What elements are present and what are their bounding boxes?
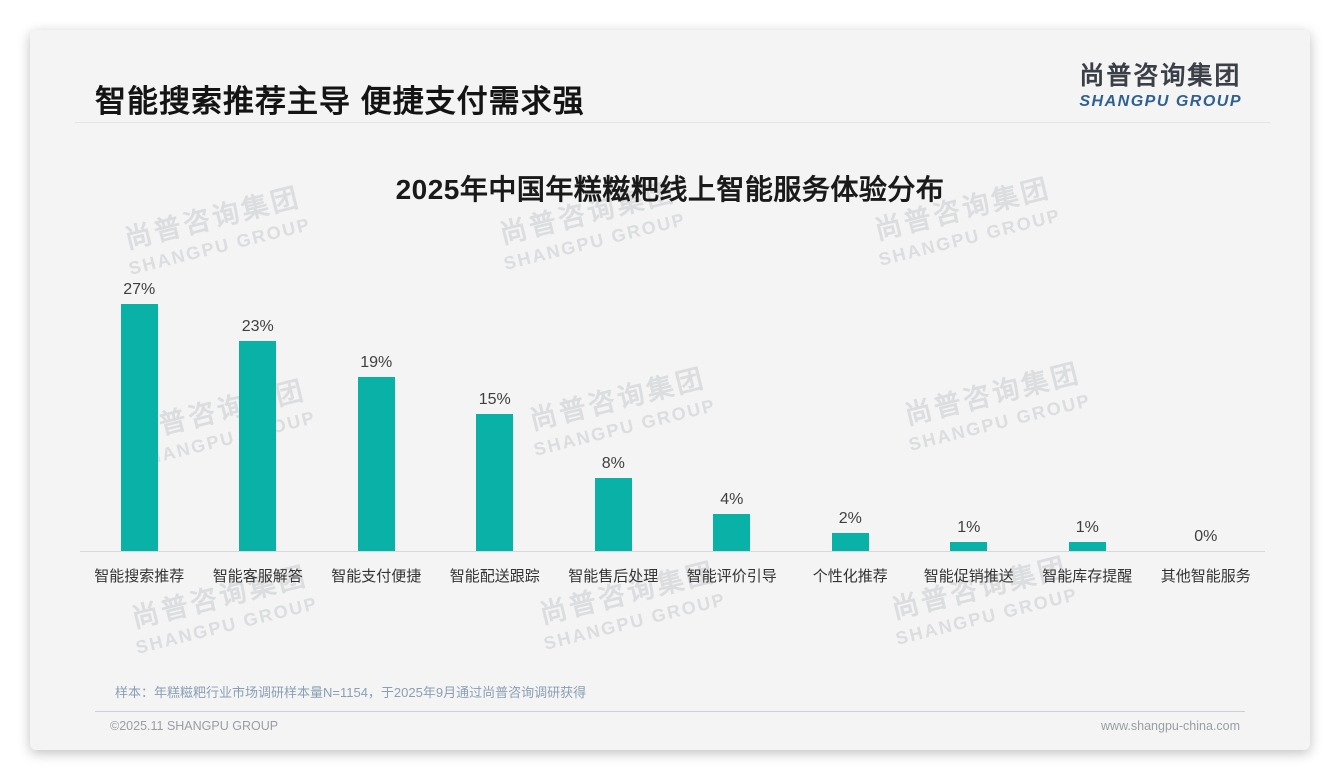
bar-column: 1% bbox=[1028, 519, 1147, 551]
watermark: 尚普咨询集团 SHANGPU GROUP bbox=[884, 544, 1080, 649]
bar-column: 19% bbox=[317, 354, 436, 551]
page-title: 智能搜索推荐主导 便捷支付需求强 bbox=[95, 84, 585, 119]
bar-value-label: 23% bbox=[241, 318, 274, 335]
bar-value-label: 4% bbox=[720, 491, 744, 508]
category-label: 智能评价引导 bbox=[686, 568, 777, 585]
watermark-english-text: SHANGPU GROUP bbox=[893, 584, 1080, 649]
category-label: 智能配送跟踪 bbox=[449, 568, 540, 585]
category-label: 智能库存提醒 bbox=[1042, 568, 1133, 585]
category-label: 智能客服解答 bbox=[212, 568, 303, 585]
category-label: 智能支付便捷 bbox=[331, 568, 422, 585]
bar-chart-category-axis: 智能搜索推荐 智能客服解答 智能支付便捷 智能配送跟踪 智能售后处理 智能评价引导 个性化推… bbox=[80, 565, 1265, 586]
category-label: 个性化推荐 bbox=[812, 568, 888, 585]
bar-column: 23% bbox=[199, 318, 318, 551]
bar bbox=[1068, 542, 1106, 551]
header-divider bbox=[75, 122, 1270, 123]
bar bbox=[831, 533, 869, 551]
bar bbox=[357, 377, 395, 551]
bar bbox=[950, 542, 988, 551]
bar-column: 1% bbox=[910, 519, 1029, 551]
bar bbox=[476, 414, 514, 551]
bar-value-label: 8% bbox=[601, 455, 625, 472]
watermark-english-text: SHANGPU GROUP bbox=[133, 593, 320, 658]
bar-column: 15% bbox=[436, 391, 555, 551]
bar-value-label: 1% bbox=[1075, 519, 1099, 536]
bar-column: 4% bbox=[673, 491, 792, 551]
chart-title: 2025年中国年糕糍粑线上智能服务体验分布 bbox=[395, 174, 945, 205]
sample-note: 样本：年糕糍粑行业市场调研样本量N=1154，于2025年9月通过尚普咨询调研获… bbox=[115, 685, 587, 700]
logo-english-text: SHANGPU GROUP bbox=[1079, 93, 1242, 110]
bar-chart-plot-area: 27% 23% 19% 15% 8% 4% 2% 1% 1% 0% bbox=[80, 257, 1265, 552]
watermark-chinese-text: 尚普咨询集团 bbox=[536, 556, 719, 630]
bar-column: 2% bbox=[791, 510, 910, 551]
bar-value-label: 0% bbox=[1194, 528, 1218, 545]
watermark-english-text: SHANGPU GROUP bbox=[541, 589, 728, 654]
bar-column: 8% bbox=[554, 455, 673, 551]
category-label: 智能促销推送 bbox=[923, 568, 1014, 585]
category-label: 智能售后处理 bbox=[568, 568, 659, 585]
bar bbox=[120, 304, 158, 551]
logo-chinese-text: 尚普咨询集团 bbox=[1079, 62, 1242, 90]
bar-value-label: 27% bbox=[123, 281, 156, 298]
footer: ©2025.11 SHANGPU GROUP www.shangpu-china… bbox=[110, 719, 1240, 733]
logo: 尚普咨询集团 SHANGPU GROUP bbox=[1079, 56, 1242, 111]
slide-card: 尚普咨询集团 SHANGPU GROUP 尚普咨询集团 SHANGPU GROUP 尚普… bbox=[30, 30, 1310, 750]
bar bbox=[594, 478, 632, 551]
copyright-text: ©2025.11 SHANGPU GROUP bbox=[110, 719, 279, 733]
bar bbox=[239, 341, 277, 551]
bar bbox=[713, 514, 751, 551]
bar-column: 0% bbox=[1147, 528, 1266, 551]
bar-column: 27% bbox=[80, 281, 199, 551]
bar-value-label: 2% bbox=[838, 510, 862, 527]
category-label: 智能搜索推荐 bbox=[94, 568, 185, 585]
website-text: www.shangpu-china.com bbox=[1101, 719, 1240, 733]
bar-value-label: 15% bbox=[478, 391, 511, 408]
bar-value-label: 1% bbox=[957, 519, 981, 536]
bar-value-label: 19% bbox=[360, 354, 393, 371]
footer-divider bbox=[95, 711, 1245, 712]
category-label: 其他智能服务 bbox=[1160, 568, 1251, 585]
